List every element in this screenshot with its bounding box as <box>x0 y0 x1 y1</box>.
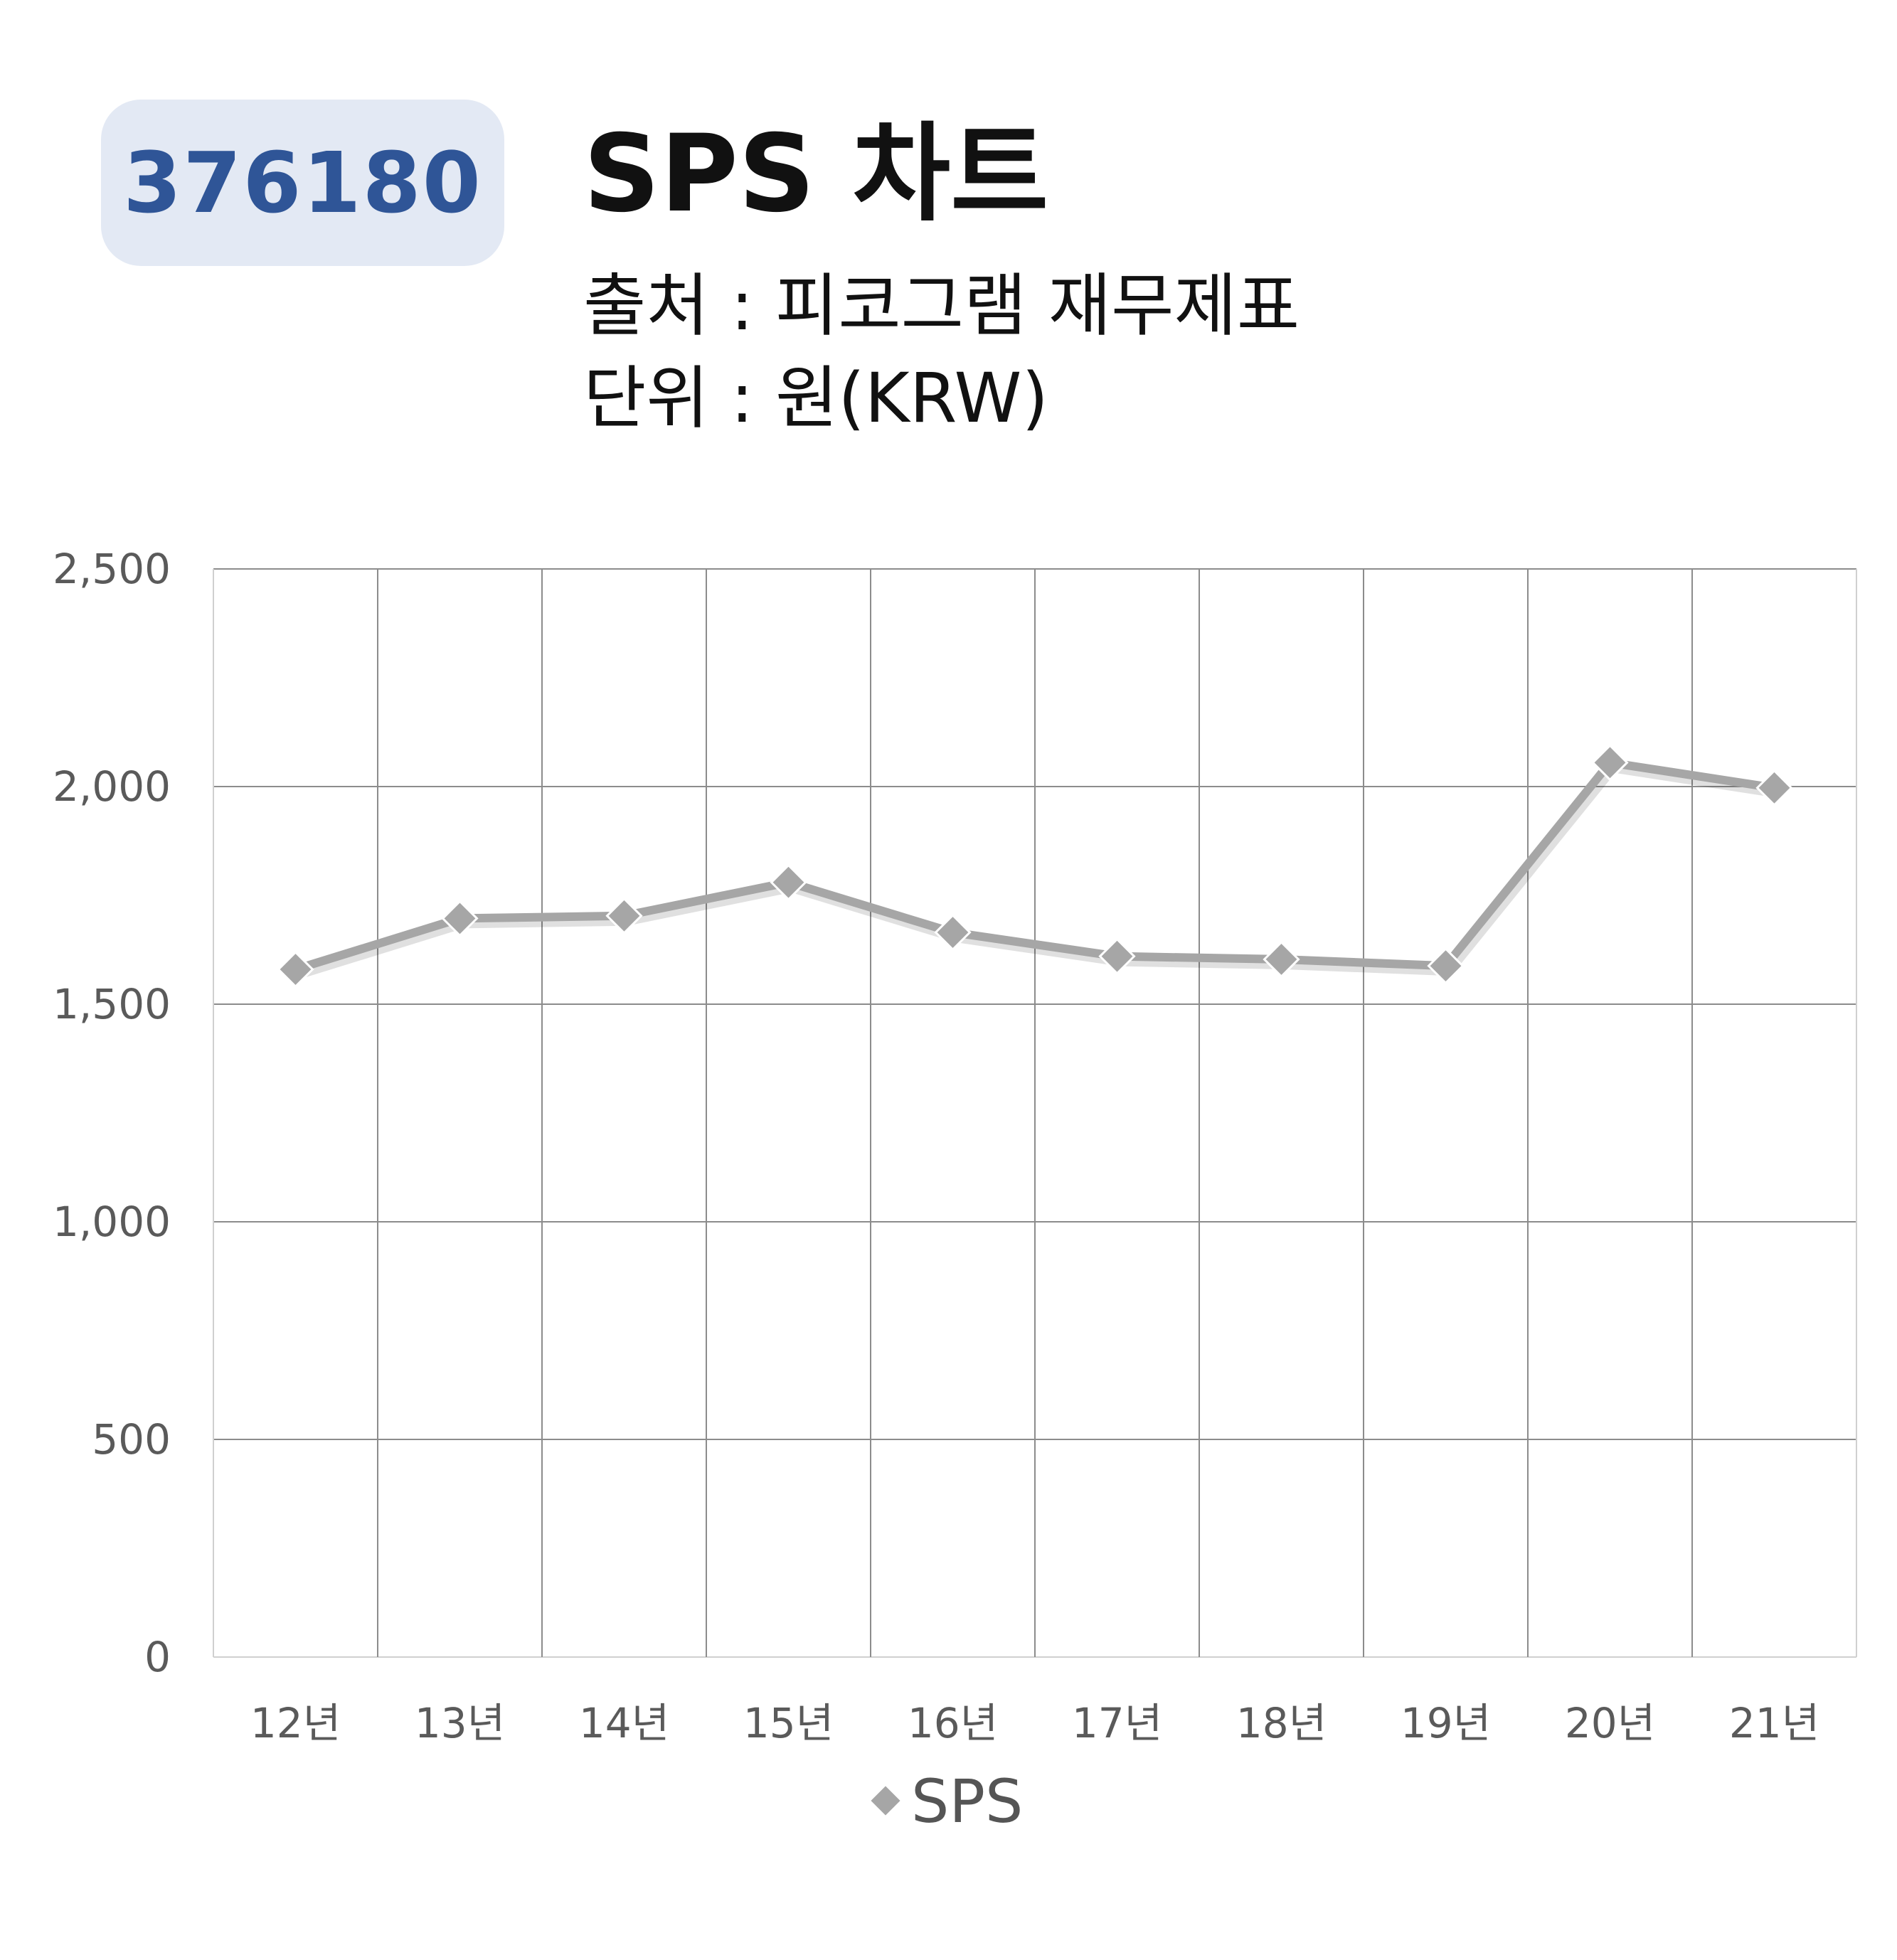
legend: SPS <box>868 1767 1023 1836</box>
series-line <box>291 758 1779 974</box>
x-tick-label: 14년 <box>579 1699 669 1747</box>
x-tick-label: 17년 <box>1072 1699 1162 1747</box>
stock-code: 376180 <box>123 134 482 232</box>
series-sps <box>277 744 1793 989</box>
x-tick-label: 12년 <box>250 1699 341 1747</box>
data-point-marker <box>770 863 807 901</box>
chart-title: SPS 차트 <box>583 112 1049 236</box>
y-tick-label: 2,000 <box>53 762 171 811</box>
y-tick-label: 2,500 <box>53 545 171 593</box>
x-tick-label: 16년 <box>908 1699 998 1747</box>
x-tick-label: 13년 <box>415 1699 505 1747</box>
data-point-marker <box>441 900 479 937</box>
unit-label: 단위 : 원(KRW) <box>583 358 1048 438</box>
legend-label: SPS <box>911 1767 1023 1836</box>
y-tick-label: 1,000 <box>53 1198 171 1246</box>
data-point-marker <box>1427 947 1465 985</box>
x-tick-label: 20년 <box>1565 1699 1655 1747</box>
x-tick-label: 18년 <box>1236 1699 1327 1747</box>
data-point-marker <box>1591 744 1629 782</box>
data-point-marker <box>605 897 643 934</box>
legend-marker <box>868 1784 903 1818</box>
y-axis-ticks: 0 500 1,000 1,500 2,000 2,500 <box>53 545 171 1681</box>
x-tick-label: 21년 <box>1729 1699 1819 1747</box>
data-point-marker <box>1098 937 1136 975</box>
data-point-marker <box>1755 769 1793 806</box>
data-point-marker <box>934 913 972 952</box>
x-tick-label: 19년 <box>1401 1699 1491 1747</box>
y-tick-label: 0 <box>144 1633 171 1681</box>
data-point-marker <box>1263 940 1300 979</box>
stock-code-badge: 376180 <box>101 100 504 266</box>
x-tick-label: 15년 <box>743 1699 834 1747</box>
y-tick-label: 500 <box>92 1415 171 1464</box>
chart-grid <box>213 568 1857 1658</box>
source-label: 출처 : 피코그램 재무제표 <box>583 266 1300 346</box>
y-tick-label: 1,500 <box>53 980 171 1028</box>
x-axis-ticks: 12년 13년 14년 15년 16년 17년 18년 19년 20년 21년 <box>250 1699 1819 1747</box>
data-point-marker <box>277 950 314 989</box>
